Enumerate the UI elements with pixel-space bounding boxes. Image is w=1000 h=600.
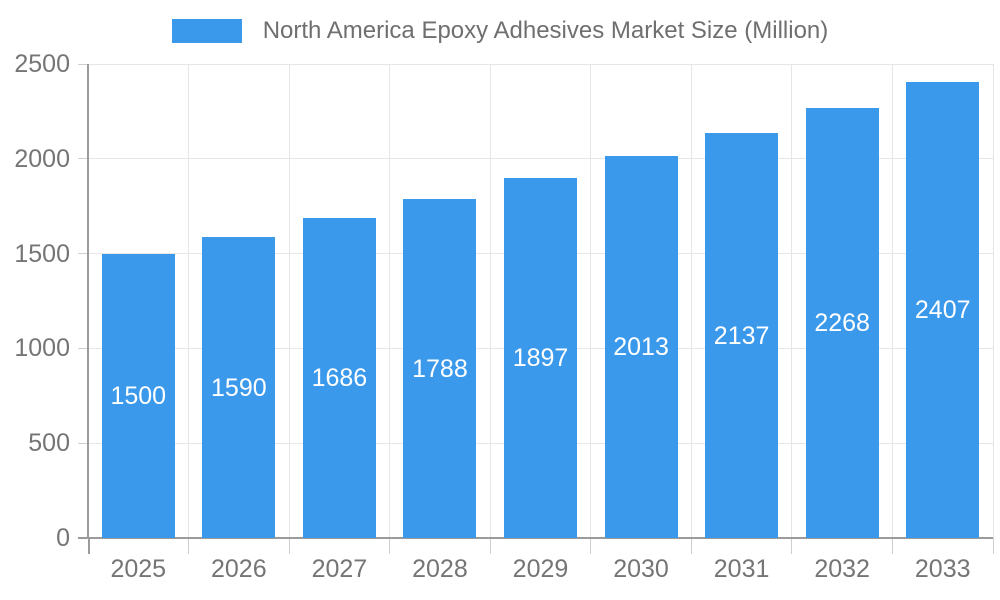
y-axis-label: 0 xyxy=(56,524,70,552)
y-gridline xyxy=(88,63,993,65)
bar-value-label: 1897 xyxy=(512,344,569,372)
x-axis-label: 2028 xyxy=(412,555,468,583)
bar[interactable] xyxy=(906,82,980,538)
plot-area: 0 500 1000 1500 2000 2500 1500 2025 1590 2026 1686… xyxy=(14,50,994,583)
x-axis-label: 2027 xyxy=(311,555,368,583)
y-axis-label: 1500 xyxy=(14,239,70,268)
legend[interactable]: North America Epoxy Adhesives Market Siz… xyxy=(0,15,1000,47)
bar-value-label: 1686 xyxy=(311,364,368,392)
x-gridline xyxy=(690,64,692,538)
x-gridline xyxy=(891,64,893,538)
y-gridline xyxy=(88,158,993,160)
bar[interactable] xyxy=(604,156,678,538)
x-tick xyxy=(891,538,893,554)
x-tick xyxy=(188,538,190,554)
x-axis-label: 2033 xyxy=(914,555,971,583)
x-gridline xyxy=(188,64,190,538)
bar[interactable] xyxy=(302,218,376,538)
bar[interactable] xyxy=(705,133,779,538)
bar[interactable] xyxy=(403,199,477,538)
x-gridline xyxy=(389,64,391,538)
bar-value-label: 1500 xyxy=(110,382,167,410)
x-axis-label: 2026 xyxy=(211,555,267,583)
x-tick xyxy=(288,538,290,554)
bar[interactable] xyxy=(805,108,879,538)
bar[interactable] xyxy=(202,237,276,538)
x-gridline xyxy=(992,64,994,538)
x-gridline xyxy=(288,64,290,538)
x-axis-label: 2032 xyxy=(814,555,870,583)
x-tick xyxy=(489,538,491,554)
legend-label: North America Epoxy Adhesives Market Siz… xyxy=(262,17,829,44)
y-tick xyxy=(78,253,88,255)
x-axis-label: 2029 xyxy=(512,555,569,583)
bar[interactable] xyxy=(504,178,577,538)
y-tick xyxy=(78,158,88,160)
x-tick xyxy=(791,538,793,554)
x-axis-label: 2030 xyxy=(613,555,669,583)
x-tick xyxy=(992,538,994,554)
bar-value-label: 2137 xyxy=(713,321,770,350)
legend-swatch xyxy=(171,19,242,43)
y-axis-label: 2000 xyxy=(14,144,70,173)
x-axis-label: 2031 xyxy=(713,555,770,583)
bar[interactable] xyxy=(101,254,175,538)
x-tick xyxy=(87,538,90,554)
x-gridline xyxy=(590,64,592,538)
bar-value-label: 1788 xyxy=(412,354,468,383)
y-axis-label: 2500 xyxy=(14,50,70,78)
y-axis-label: 500 xyxy=(28,429,70,458)
y-tick xyxy=(78,442,88,444)
x-tick xyxy=(389,538,391,554)
bar-value-label: 2013 xyxy=(613,333,669,361)
y-tick xyxy=(78,63,88,65)
y-tick xyxy=(78,347,88,349)
x-axis-label: 2025 xyxy=(110,555,167,583)
bar-value-label: 2268 xyxy=(814,309,870,337)
bar-value-label: 1590 xyxy=(211,373,267,402)
x-gridline xyxy=(489,64,491,538)
x-tick xyxy=(690,538,692,554)
x-gridline xyxy=(791,64,793,538)
y-axis-line xyxy=(87,64,89,538)
x-tick xyxy=(590,538,592,554)
x-axis-line xyxy=(78,537,993,539)
y-axis-label: 1000 xyxy=(14,334,70,363)
bar-value-label: 2407 xyxy=(914,296,971,324)
